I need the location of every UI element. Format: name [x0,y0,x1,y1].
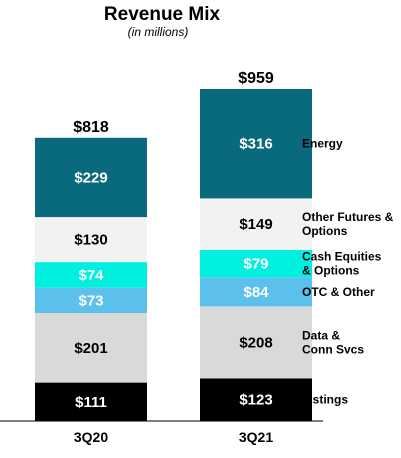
bar-segment-listings-3q21 [200,378,312,421]
legend: Listings Data & Conn Svcs OTC & Other Cash E… [302,137,394,407]
chart-title: Revenue Mix [104,4,221,25]
legend-entry-listings: Listings [302,393,348,407]
bar-segment-other-futures-options-3q21 [200,198,312,250]
data-label-energy-3q21: $316 [239,136,272,153]
legend-entry-data-conn-svcs: Data & Conn Svcs [302,328,364,356]
bar-segment-cash-equities-options-3q20 [35,262,147,288]
category-labels: 3Q20 3Q21 [74,429,273,445]
data-label-cash-equities-options-3q20: $74 [78,267,104,284]
category-label-3q21: 3Q21 [239,429,273,445]
chart-subtitle: (in millions) [128,25,189,39]
legend-entry-energy: Energy [302,137,343,151]
total-label-3q21: $959 [238,70,274,87]
data-label-other-futures-options-3q20: $130 [74,232,107,249]
data-label-otc-other-3q21: $84 [243,284,269,301]
data-label-data-conn-svcs-3q20: $201 [74,340,107,357]
bar-stacks: $111 $201 $73 $74 $130 $229 $818 $123 $208 $84 $79… [35,70,312,421]
data-label-listings-3q21: $123 [239,392,272,409]
data-label-cash-equities-options-3q21: $79 [243,256,268,273]
legend-entry-other-futures-options: Other Futures & Options [302,210,394,238]
category-label-3q20: 3Q20 [74,429,108,445]
legend-entry-cash-equities-options: Cash Equities & Options [302,250,382,278]
bar-segment-listings-3q20 [35,382,147,421]
bar-segment-otc-other-3q21 [200,277,312,307]
bar-segment-data-conn-svcs-3q20 [35,313,147,383]
data-label-otc-other-3q20: $73 [78,292,103,309]
data-label-other-futures-options-3q21: $149 [239,216,272,233]
bar-segment-cash-equities-options-3q21 [200,250,312,278]
data-label-listings-3q20: $111 [75,394,107,411]
bar-segment-data-conn-svcs-3q21 [200,306,312,379]
bar-segment-other-futures-options-3q20 [35,217,147,263]
bar-segment-energy-3q21 [200,89,312,199]
total-label-3q20: $818 [73,119,109,136]
bar-segment-energy-3q20 [35,137,147,218]
legend-entry-otc-other: OTC & Other [302,285,375,299]
data-label-data-conn-svcs-3q21: $208 [239,334,272,351]
bar-segment-otc-other-3q20 [35,287,147,313]
data-label-energy-3q20: $229 [74,170,107,187]
